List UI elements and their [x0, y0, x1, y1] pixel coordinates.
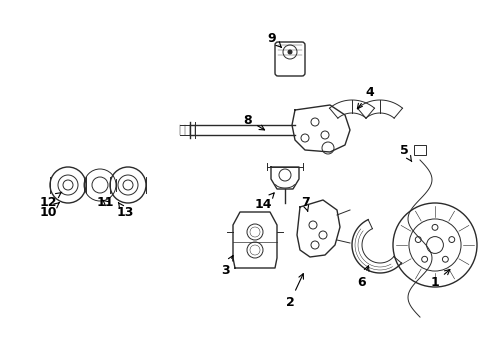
Text: 6: 6 — [358, 266, 369, 288]
Text: 12: 12 — [39, 192, 62, 208]
Text: 4: 4 — [357, 85, 374, 109]
Text: 10: 10 — [39, 203, 59, 219]
Circle shape — [288, 50, 292, 54]
Text: 11: 11 — [96, 195, 114, 208]
Text: 13: 13 — [116, 203, 134, 219]
Bar — [414, 145, 426, 155]
Text: 5: 5 — [400, 144, 412, 162]
Text: 1: 1 — [431, 270, 450, 288]
Text: 2: 2 — [286, 274, 303, 309]
Text: 9: 9 — [268, 31, 281, 47]
Text: 14: 14 — [254, 193, 274, 211]
Text: 8: 8 — [244, 113, 265, 130]
Text: 3: 3 — [220, 256, 233, 276]
Text: 7: 7 — [301, 195, 309, 211]
